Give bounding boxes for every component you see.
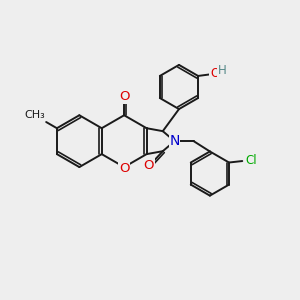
Text: O: O — [144, 159, 154, 172]
Text: CH₃: CH₃ — [24, 110, 45, 120]
Text: O: O — [119, 90, 129, 103]
Text: O: O — [210, 68, 219, 80]
Text: O: O — [119, 162, 129, 175]
Text: Cl: Cl — [246, 154, 257, 167]
Text: N: N — [169, 134, 180, 148]
Text: H: H — [218, 64, 226, 77]
